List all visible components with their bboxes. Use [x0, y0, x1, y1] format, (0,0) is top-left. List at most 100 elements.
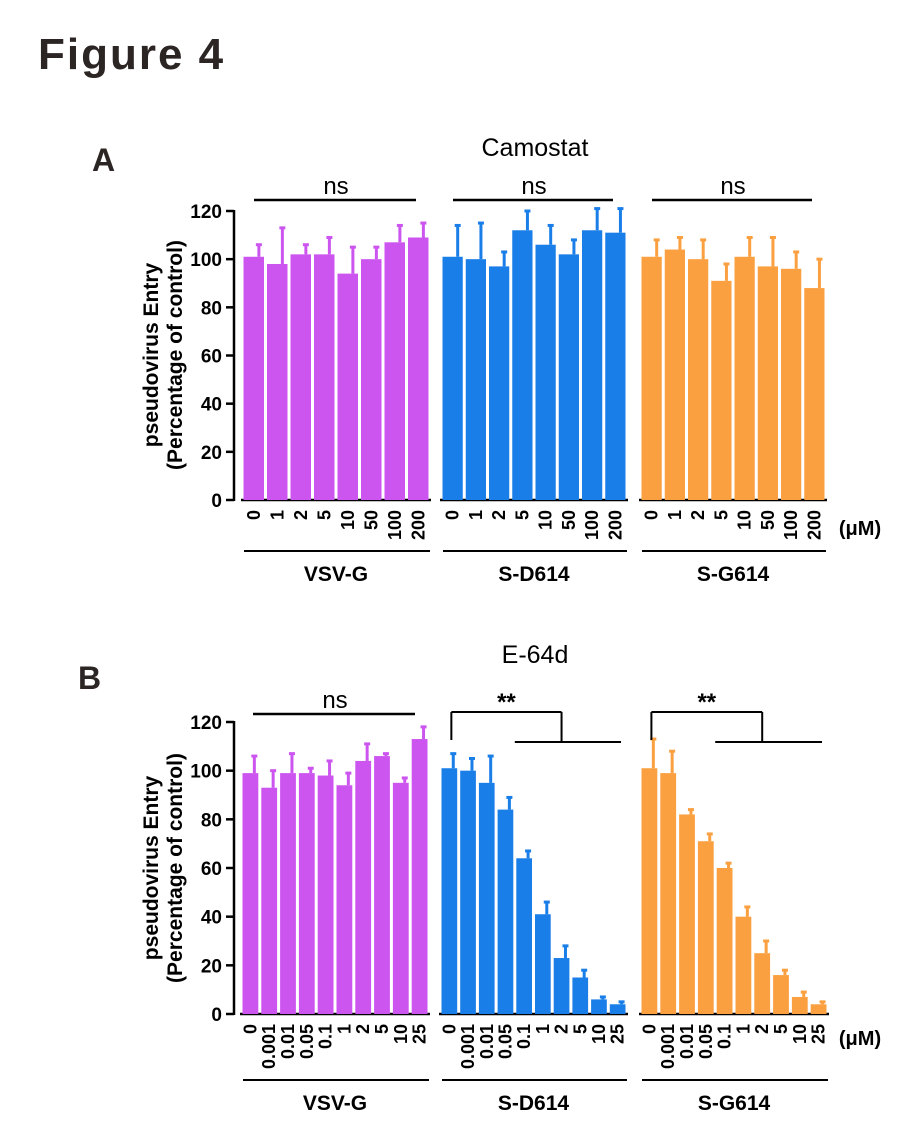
panel-a-vsv-g-xtick-label: 5	[314, 510, 334, 520]
panel-a-s-d614-sig-label: ns	[521, 173, 546, 200]
panel-b-vsv-g-xtick-label: 10	[391, 1024, 411, 1044]
panel-a-ytick-label: 0	[211, 491, 222, 512]
panel-a-vsv-g-group-name: VSV-G	[304, 563, 368, 586]
panel-b-s-d614-xtick-label: 0.001	[458, 1024, 478, 1069]
panel-a-s-g614-bar	[804, 288, 825, 500]
panel-b-vsv-g-group-name: VSV-G	[303, 1092, 367, 1115]
panel-b-vsv-g-bar	[280, 773, 296, 1014]
panel-b-s-d614-sig-label: **	[497, 689, 516, 716]
panel-b-s-g614-bar	[735, 916, 752, 1014]
panel-b-s-d614-xtick-label: 0.1	[514, 1024, 534, 1049]
panel-a-vsv-g-bar	[243, 256, 264, 500]
panel-b-vsv-g-bar	[261, 787, 278, 1014]
panel-a-s-g614-group-name: S-G614	[697, 563, 770, 586]
panel-b-vsv-g-bar	[411, 739, 428, 1014]
panel-a-vsv-g-xtick-label: 50	[361, 510, 381, 530]
panel-b-s-d614-bar	[591, 999, 607, 1014]
panel-b-s-g614-xtick-label: 0.01	[677, 1024, 697, 1059]
panel-a-ytick-label: 100	[190, 250, 222, 271]
panel-a-vsv-g-bar	[384, 242, 405, 500]
panel-a-s-g614-bar	[664, 249, 685, 500]
panel-a-vsv-g-xtick-label: 100	[385, 510, 405, 540]
panel-b-s-d614-bar	[516, 858, 532, 1014]
panel-b-s-g614-xtick-label: 0.1	[715, 1024, 735, 1049]
panel-a-vsv-g-xtick-label: 10	[338, 510, 358, 530]
panel-letter-b: B	[78, 660, 102, 696]
panel-b-s-d614-group-name: S-D614	[498, 1092, 570, 1115]
panel-b-s-g614-xtick-label: 10	[790, 1024, 810, 1044]
panel-a-s-d614-xtick-label: 10	[536, 510, 556, 530]
panel-a-title: Camostat	[482, 134, 589, 162]
panel-b-s-d614-bar	[497, 809, 514, 1014]
panel-a-s-d614-xtick-label: 2	[489, 510, 509, 520]
panel-a-s-d614-bar	[442, 256, 463, 500]
panel-b-s-g614-group-name: S-G614	[698, 1092, 771, 1115]
panel-b-s-g614-xtick-label: 5	[771, 1024, 791, 1034]
panel-a-ytick-label: 40	[201, 395, 222, 416]
panel-a-s-d614-bar	[558, 254, 579, 500]
panel-a-unit-label: (μM)	[839, 518, 881, 540]
panel-a-ytick-label: 60	[201, 347, 222, 368]
panel-a-s-d614-xtick-label: 1	[466, 510, 486, 520]
panel-b-s-d614-xtick-label: 1	[533, 1024, 553, 1034]
panel-b-ytick-label: 60	[201, 859, 222, 880]
panel-b-vsv-g-bar	[242, 773, 259, 1014]
panel-a-s-g614-xtick-label: 10	[735, 510, 755, 530]
panel-a-ytick-label: 20	[201, 443, 222, 464]
panel-b-s-g614-xtick-label: 0.05	[696, 1024, 716, 1059]
panel-b-s-g614-bar	[773, 975, 789, 1014]
panel-b-vsv-g-xtick-label: 0	[240, 1024, 260, 1034]
panel-a-s-d614-group-name: S-D614	[498, 563, 570, 586]
panel-a-vsv-g-xtick-label: 2	[291, 510, 311, 520]
panel-a-s-g614-xtick-label: 2	[688, 510, 708, 520]
panel-a-s-g614-bar	[688, 259, 709, 500]
panel-a-s-d614-xtick-label: 50	[559, 510, 579, 530]
figure-title: Figure 4	[38, 30, 226, 79]
panel-a-s-g614-bar	[641, 256, 662, 500]
panel-a-s-d614-xtick-label: 200	[605, 510, 625, 540]
panel-b-ytick-label: 40	[201, 908, 222, 929]
panel-b-vsv-g-xtick-label: 1	[334, 1024, 354, 1034]
panel-b-s-g614-bar	[810, 1004, 827, 1014]
panel-b-ytick-label: 20	[201, 956, 222, 977]
panel-b-ytick-label: 120	[190, 713, 222, 734]
panel-b-s-d614-bar	[609, 1004, 626, 1014]
panel-b-vsv-g-xtick-label: 0.001	[259, 1024, 279, 1069]
panel-a-ytick-label: 80	[201, 298, 222, 319]
panel-b-s-g614-bar	[716, 868, 733, 1014]
panel-a-vsv-g-bar	[314, 254, 335, 500]
panel-a-s-g614-bar	[757, 266, 778, 500]
panel-b-vsv-g-xtick-label: 0.01	[278, 1024, 298, 1059]
panel-a-s-d614-bar	[489, 266, 510, 500]
panel-b-s-g614-xtick-label: 0	[639, 1024, 659, 1034]
panel-a-vsv-g-sig-label: ns	[323, 173, 348, 200]
panel-b-vsv-g-bar	[317, 775, 334, 1014]
panel-a-vsv-g-bar	[408, 237, 429, 500]
panel-a-s-d614-bar	[582, 230, 603, 500]
panel-a-s-d614-xtick-label: 0	[443, 510, 463, 520]
panel-b-vsv-g-sig-label: ns	[322, 687, 347, 714]
panel-a-vsv-g-xtick-label: 0	[244, 510, 264, 520]
panel-b-vsv-g-xtick-label: 2	[353, 1024, 373, 1034]
panel-b-s-d614-bar	[478, 782, 495, 1014]
panel-a-ytick-label: 120	[190, 202, 222, 223]
panel-a-s-d614-xtick-label: 5	[512, 510, 532, 520]
panel-b-vsv-g-xtick-label: 0.1	[316, 1024, 336, 1049]
panel-b-vsv-g-xtick-label: 0.05	[297, 1024, 317, 1059]
panel-b-ytick-label: 100	[190, 762, 222, 783]
panel-a-s-g614-xtick-label: 1	[665, 510, 685, 520]
panel-a-s-g614-bar	[781, 268, 802, 500]
panel-b-s-g614-bar	[679, 814, 695, 1014]
panel-a-s-g614-xtick-label: 0	[642, 510, 662, 520]
panel-a-vsv-g-bar	[267, 263, 288, 500]
panel-a-vsv-g-bar	[290, 254, 311, 500]
panel-a-s-g614-sig-label: ns	[720, 173, 745, 200]
panel-b-s-g614-sig-label: **	[697, 689, 716, 716]
panel-b-s-g614-xtick-label: 1	[733, 1024, 753, 1034]
panel-a-s-d614-bar	[605, 232, 626, 501]
panel-b-vsv-g-bar	[392, 782, 409, 1014]
panel-a-s-g614-xtick-label: 100	[781, 510, 801, 540]
panel-b-s-g614-bar	[641, 768, 658, 1014]
panel-a-s-g614-xtick-label: 5	[711, 510, 731, 520]
